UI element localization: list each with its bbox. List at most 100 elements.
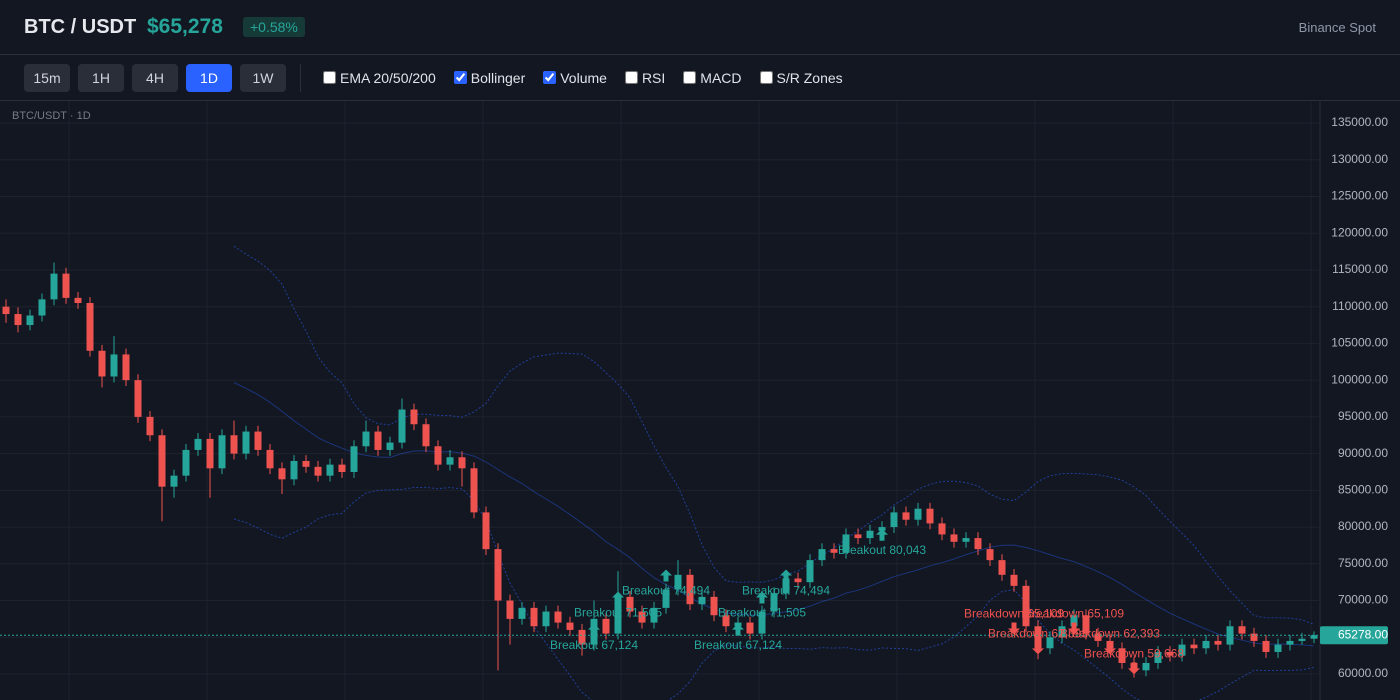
candle xyxy=(842,528,850,559)
candle xyxy=(446,449,454,471)
indicator-label: Volume xyxy=(560,69,607,86)
candle xyxy=(962,532,970,548)
candle-body xyxy=(638,611,646,623)
bollinger-upper xyxy=(233,245,1315,625)
timeframe-button[interactable]: 4H xyxy=(132,63,178,92)
candle xyxy=(26,309,34,331)
candle xyxy=(1022,579,1030,633)
candle xyxy=(50,262,58,306)
candle xyxy=(818,543,826,567)
candle xyxy=(14,307,22,333)
y-tick-label: 110000.00 xyxy=(1332,299,1388,313)
candle-body xyxy=(1034,626,1042,649)
candle xyxy=(182,444,190,482)
candle-body xyxy=(566,622,574,630)
candle-body xyxy=(206,438,214,469)
checkbox[interactable] xyxy=(543,71,557,84)
indicator-toggle[interactable]: Volume xyxy=(543,70,607,86)
candle-body xyxy=(1190,644,1198,649)
candle-body xyxy=(662,589,670,608)
signal-label: Breakdown 65,109 xyxy=(964,607,1064,621)
candle-body xyxy=(1010,574,1018,586)
checkbox[interactable] xyxy=(759,71,773,84)
checkbox[interactable] xyxy=(624,71,638,84)
candle-body xyxy=(914,508,922,520)
y-tick-label: 90000.00 xyxy=(1338,446,1388,460)
candle xyxy=(1190,638,1198,655)
candle-body xyxy=(1214,640,1222,645)
candle-body xyxy=(1310,635,1318,639)
candle xyxy=(1202,635,1210,655)
candle xyxy=(974,532,982,555)
candle-body xyxy=(974,538,982,550)
y-tick-label: 75000.00 xyxy=(1338,556,1388,570)
signal-label: Breakdown 62,393 xyxy=(988,627,1088,641)
candle-body xyxy=(26,315,34,326)
candle xyxy=(698,590,706,611)
timeframe-button[interactable]: 15m xyxy=(24,63,70,92)
signal-arrow xyxy=(1008,622,1020,635)
candle xyxy=(686,568,694,611)
checkbox[interactable] xyxy=(323,71,336,84)
candle xyxy=(158,429,166,522)
candle-body xyxy=(302,460,310,467)
candle xyxy=(458,451,466,487)
candle-body xyxy=(110,354,118,377)
candle-body xyxy=(986,549,994,561)
candle xyxy=(758,605,766,640)
indicator-toggle[interactable]: RSI xyxy=(624,70,665,86)
timeframe-button[interactable]: 1H xyxy=(78,63,124,92)
candle-body xyxy=(266,449,274,469)
candle-body xyxy=(290,460,298,480)
indicator-toggle[interactable]: Bollinger xyxy=(453,70,525,86)
y-tick-label: 85000.00 xyxy=(1338,483,1388,497)
signal-label: Breakout 74,494 xyxy=(742,584,830,598)
y-tick-label: 100000.00 xyxy=(1331,372,1388,386)
candle xyxy=(1046,631,1054,655)
candle xyxy=(170,469,178,498)
candle-body xyxy=(830,549,838,553)
checkbox[interactable] xyxy=(453,71,467,84)
candle xyxy=(290,455,298,486)
candle-body xyxy=(482,512,490,550)
y-tick-label: 80000.00 xyxy=(1338,519,1388,533)
candle-body xyxy=(1250,633,1258,641)
timeframe-button[interactable]: 1W xyxy=(240,63,286,92)
candle xyxy=(1058,620,1066,644)
candle xyxy=(242,425,250,460)
candle xyxy=(650,602,658,629)
candle-body xyxy=(962,538,970,542)
candle-body xyxy=(626,596,634,612)
candle xyxy=(470,462,478,519)
candle xyxy=(350,440,358,478)
indicator-label: MACD xyxy=(700,69,742,86)
candle-body xyxy=(230,435,238,454)
candle xyxy=(278,462,286,495)
candle-body xyxy=(338,464,346,472)
indicator-toggle[interactable]: S/R Zones xyxy=(759,70,843,86)
candle xyxy=(422,418,430,453)
y-tick-label: 125000.00 xyxy=(1331,189,1388,203)
checkbox[interactable] xyxy=(683,71,697,84)
indicator-toggle[interactable]: MACD xyxy=(683,69,742,86)
candle xyxy=(314,460,322,482)
candle-body xyxy=(902,512,910,520)
candle xyxy=(998,554,1006,581)
candle xyxy=(710,590,718,622)
candle-body xyxy=(794,578,802,583)
candle-body xyxy=(374,431,382,450)
indicator-toggle[interactable]: EMA 20/50/200 xyxy=(323,70,436,86)
candle xyxy=(506,594,514,645)
timeframe-button[interactable]: 1D xyxy=(186,63,232,92)
candle-body xyxy=(758,611,766,634)
candle xyxy=(1286,635,1294,651)
candle xyxy=(218,429,226,475)
signal-arrow xyxy=(1032,642,1044,655)
candle xyxy=(1298,632,1306,645)
candle-body xyxy=(842,534,850,553)
candle-body xyxy=(998,560,1006,575)
candle-body xyxy=(806,560,814,583)
candle xyxy=(302,455,310,473)
timeframes: 15m 1H 4H 1D 1W xyxy=(24,63,286,92)
candle-body xyxy=(890,512,898,528)
